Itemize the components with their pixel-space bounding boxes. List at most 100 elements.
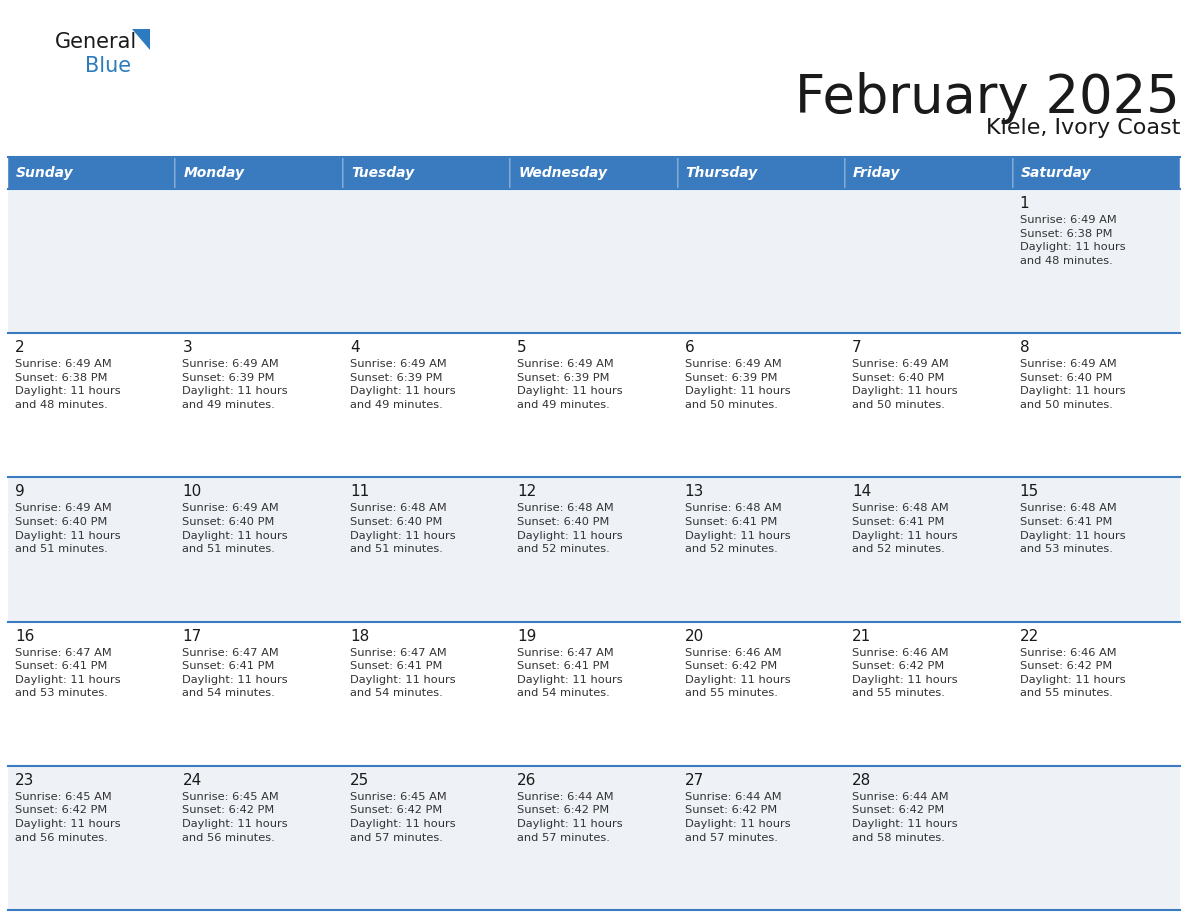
Text: 9: 9 [15,485,25,499]
Text: 28: 28 [852,773,871,788]
Text: 12: 12 [517,485,537,499]
Bar [176,621,343,766]
Text: Wednesday: Wednesday [518,166,607,180]
Text: Sunrise: 6:48 AM
Sunset: 6:40 PM
Daylight: 11 hours
and 52 minutes.: Sunrise: 6:48 AM Sunset: 6:40 PM Dayligh… [517,503,623,554]
Text: Sunrise: 6:47 AM
Sunset: 6:41 PM
Daylight: 11 hours
and 54 minutes.: Sunrise: 6:47 AM Sunset: 6:41 PM Dayligh… [349,647,455,699]
Bar [343,621,511,766]
Bar [343,766,511,910]
Text: Kiele, Ivory Coast: Kiele, Ivory Coast [986,118,1180,138]
Text: Blue: Blue [86,56,131,76]
Text: Sunrise: 6:46 AM
Sunset: 6:42 PM
Daylight: 11 hours
and 55 minutes.: Sunrise: 6:46 AM Sunset: 6:42 PM Dayligh… [684,647,790,699]
Text: Sunrise: 6:45 AM
Sunset: 6:42 PM
Daylight: 11 hours
and 56 minutes.: Sunrise: 6:45 AM Sunset: 6:42 PM Dayligh… [183,792,287,843]
Text: 8: 8 [1019,341,1029,355]
Bar [845,189,1012,333]
Bar [677,189,845,333]
Text: Sunrise: 6:49 AM
Sunset: 6:40 PM
Daylight: 11 hours
and 51 minutes.: Sunrise: 6:49 AM Sunset: 6:40 PM Dayligh… [183,503,287,554]
Bar [1012,477,1180,621]
Text: Sunrise: 6:49 AM
Sunset: 6:38 PM
Daylight: 11 hours
and 48 minutes.: Sunrise: 6:49 AM Sunset: 6:38 PM Dayligh… [1019,215,1125,266]
Bar [1012,766,1180,910]
Text: 4: 4 [349,341,360,355]
Text: 21: 21 [852,629,871,644]
Text: Monday: Monday [183,166,245,180]
Text: 22: 22 [1019,629,1038,644]
Text: 25: 25 [349,773,369,788]
Text: Thursday: Thursday [685,166,758,180]
Bar [1012,157,1180,189]
Text: Sunrise: 6:46 AM
Sunset: 6:42 PM
Daylight: 11 hours
and 55 minutes.: Sunrise: 6:46 AM Sunset: 6:42 PM Dayligh… [1019,647,1125,699]
Text: 17: 17 [183,629,202,644]
Bar [677,157,845,189]
Text: Sunrise: 6:48 AM
Sunset: 6:41 PM
Daylight: 11 hours
and 52 minutes.: Sunrise: 6:48 AM Sunset: 6:41 PM Dayligh… [852,503,958,554]
Bar [511,477,677,621]
Text: 27: 27 [684,773,704,788]
Text: Sunrise: 6:48 AM
Sunset: 6:41 PM
Daylight: 11 hours
and 52 minutes.: Sunrise: 6:48 AM Sunset: 6:41 PM Dayligh… [684,503,790,554]
Bar [511,621,677,766]
Text: 10: 10 [183,485,202,499]
Bar [343,157,511,189]
Text: Sunrise: 6:49 AM
Sunset: 6:38 PM
Daylight: 11 hours
and 48 minutes.: Sunrise: 6:49 AM Sunset: 6:38 PM Dayligh… [15,359,121,410]
Text: Friday: Friday [853,166,901,180]
Bar [845,477,1012,621]
Text: Sunrise: 6:45 AM
Sunset: 6:42 PM
Daylight: 11 hours
and 57 minutes.: Sunrise: 6:45 AM Sunset: 6:42 PM Dayligh… [349,792,455,843]
Text: Sunrise: 6:47 AM
Sunset: 6:41 PM
Daylight: 11 hours
and 54 minutes.: Sunrise: 6:47 AM Sunset: 6:41 PM Dayligh… [517,647,623,699]
Bar [511,766,677,910]
Text: 16: 16 [15,629,34,644]
Bar [176,477,343,621]
Text: 24: 24 [183,773,202,788]
Text: Tuesday: Tuesday [350,166,413,180]
Text: Sunrise: 6:49 AM
Sunset: 6:39 PM
Daylight: 11 hours
and 49 minutes.: Sunrise: 6:49 AM Sunset: 6:39 PM Dayligh… [349,359,455,410]
Bar [677,766,845,910]
Bar [845,157,1012,189]
Text: 11: 11 [349,485,369,499]
Bar [176,766,343,910]
Bar [1012,621,1180,766]
Text: Sunrise: 6:45 AM
Sunset: 6:42 PM
Daylight: 11 hours
and 56 minutes.: Sunrise: 6:45 AM Sunset: 6:42 PM Dayligh… [15,792,121,843]
Bar [8,157,176,189]
Bar [1012,333,1180,477]
Bar [677,477,845,621]
Bar [845,766,1012,910]
Text: Sunrise: 6:48 AM
Sunset: 6:41 PM
Daylight: 11 hours
and 53 minutes.: Sunrise: 6:48 AM Sunset: 6:41 PM Dayligh… [1019,503,1125,554]
Bar [677,333,845,477]
Text: General: General [55,32,138,52]
Bar [1012,189,1180,333]
Bar [8,477,176,621]
Text: Sunrise: 6:46 AM
Sunset: 6:42 PM
Daylight: 11 hours
and 55 minutes.: Sunrise: 6:46 AM Sunset: 6:42 PM Dayligh… [852,647,958,699]
Text: Sunday: Sunday [15,166,74,180]
Text: 3: 3 [183,341,192,355]
Bar [8,189,176,333]
Text: 23: 23 [15,773,34,788]
Text: Sunrise: 6:47 AM
Sunset: 6:41 PM
Daylight: 11 hours
and 53 minutes.: Sunrise: 6:47 AM Sunset: 6:41 PM Dayligh… [15,647,121,699]
Text: 13: 13 [684,485,704,499]
Text: Sunrise: 6:48 AM
Sunset: 6:40 PM
Daylight: 11 hours
and 51 minutes.: Sunrise: 6:48 AM Sunset: 6:40 PM Dayligh… [349,503,455,554]
Text: 15: 15 [1019,485,1038,499]
Bar [176,157,343,189]
Bar [8,333,176,477]
Text: Sunrise: 6:44 AM
Sunset: 6:42 PM
Daylight: 11 hours
and 57 minutes.: Sunrise: 6:44 AM Sunset: 6:42 PM Dayligh… [684,792,790,843]
Bar [8,621,176,766]
Text: Saturday: Saturday [1020,166,1092,180]
Text: 6: 6 [684,341,695,355]
Bar [176,333,343,477]
Bar [511,189,677,333]
Text: 19: 19 [517,629,537,644]
Text: 5: 5 [517,341,527,355]
Text: 14: 14 [852,485,871,499]
Text: Sunrise: 6:49 AM
Sunset: 6:39 PM
Daylight: 11 hours
and 49 minutes.: Sunrise: 6:49 AM Sunset: 6:39 PM Dayligh… [517,359,623,410]
Text: Sunrise: 6:49 AM
Sunset: 6:40 PM
Daylight: 11 hours
and 50 minutes.: Sunrise: 6:49 AM Sunset: 6:40 PM Dayligh… [852,359,958,410]
Bar [511,333,677,477]
Text: Sunrise: 6:44 AM
Sunset: 6:42 PM
Daylight: 11 hours
and 57 minutes.: Sunrise: 6:44 AM Sunset: 6:42 PM Dayligh… [517,792,623,843]
Text: 18: 18 [349,629,369,644]
Bar [511,157,677,189]
Text: 1: 1 [1019,196,1029,211]
Text: Sunrise: 6:49 AM
Sunset: 6:40 PM
Daylight: 11 hours
and 50 minutes.: Sunrise: 6:49 AM Sunset: 6:40 PM Dayligh… [1019,359,1125,410]
Bar [343,333,511,477]
Bar [845,621,1012,766]
Bar [677,621,845,766]
Bar [343,189,511,333]
Polygon shape [132,29,150,50]
Bar [343,477,511,621]
Text: Sunrise: 6:49 AM
Sunset: 6:39 PM
Daylight: 11 hours
and 49 minutes.: Sunrise: 6:49 AM Sunset: 6:39 PM Dayligh… [183,359,287,410]
Text: Sunrise: 6:47 AM
Sunset: 6:41 PM
Daylight: 11 hours
and 54 minutes.: Sunrise: 6:47 AM Sunset: 6:41 PM Dayligh… [183,647,287,699]
Text: Sunrise: 6:49 AM
Sunset: 6:40 PM
Daylight: 11 hours
and 51 minutes.: Sunrise: 6:49 AM Sunset: 6:40 PM Dayligh… [15,503,121,554]
